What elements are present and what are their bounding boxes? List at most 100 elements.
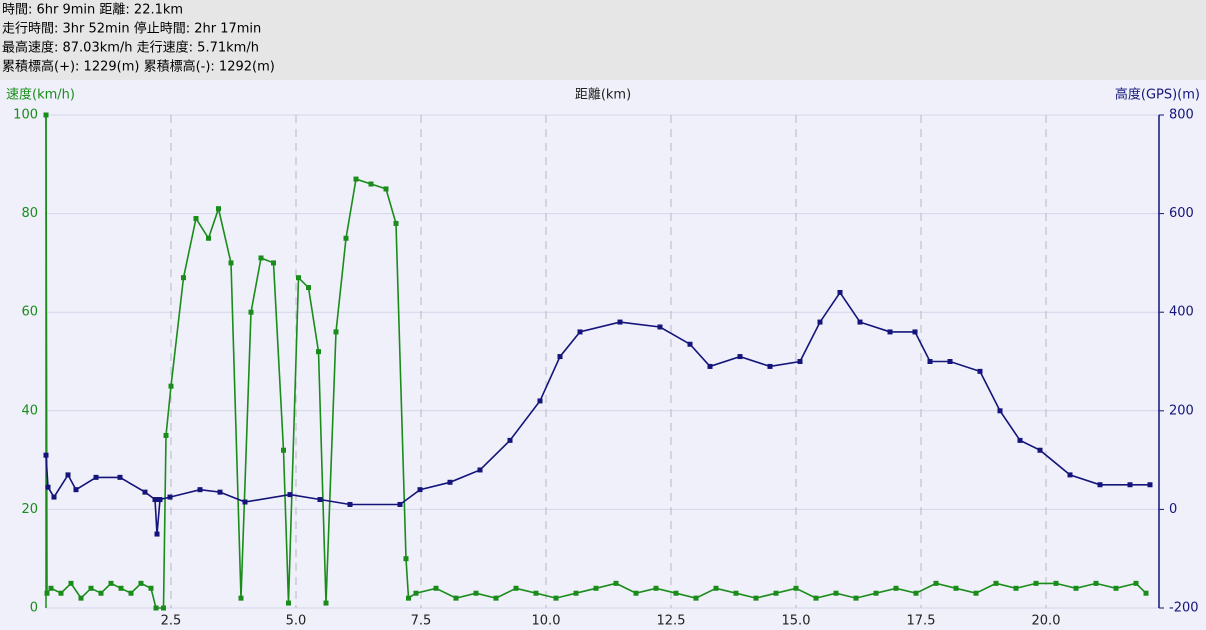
y-tick-label: 80 — [21, 206, 38, 221]
plot-background — [0, 80, 1206, 630]
point-marker — [833, 590, 839, 596]
point-marker — [153, 605, 159, 611]
point-marker — [837, 289, 843, 295]
point-marker — [78, 595, 84, 601]
point-marker — [403, 556, 409, 562]
point-marker — [138, 580, 144, 586]
x-tick-label: 12.5 — [657, 614, 686, 629]
point-marker — [493, 595, 499, 601]
point-marker — [48, 585, 54, 591]
y2-tick-label: 800 — [1169, 108, 1194, 123]
point-marker — [473, 590, 479, 596]
point-marker — [271, 260, 276, 266]
point-marker — [1133, 580, 1139, 586]
point-marker — [296, 275, 301, 281]
point-marker — [333, 329, 339, 335]
point-marker — [68, 580, 74, 586]
point-marker — [793, 585, 799, 591]
point-marker — [453, 595, 459, 601]
point-marker — [733, 590, 739, 596]
point-marker — [1127, 482, 1133, 488]
y-tick-label: 40 — [21, 403, 38, 418]
x-tick-label: 17.5 — [907, 614, 936, 629]
point-marker — [286, 600, 291, 606]
point-marker — [163, 432, 169, 438]
y-tick-label: 0 — [30, 601, 38, 616]
point-marker — [248, 309, 254, 315]
point-marker — [168, 383, 174, 389]
point-marker — [533, 590, 539, 596]
point-marker — [1037, 447, 1043, 453]
point-marker — [893, 585, 899, 591]
y2-tick-label: 600 — [1169, 206, 1194, 221]
point-marker — [393, 220, 399, 226]
header-line: 最高速度: 87.03km/h 走行速度: 5.71km/h — [2, 40, 259, 56]
y2-tick-label: 200 — [1169, 403, 1194, 418]
point-marker — [653, 585, 659, 591]
point-marker — [316, 349, 321, 355]
point-marker — [217, 489, 223, 495]
point-marker — [118, 585, 124, 591]
point-marker — [98, 590, 104, 596]
point-marker — [737, 354, 743, 360]
point-marker — [93, 474, 99, 480]
x-axis-label: 距離(km) — [575, 88, 631, 103]
point-marker — [657, 324, 663, 330]
point-marker — [51, 494, 57, 500]
point-marker — [347, 501, 353, 507]
point-marker — [45, 484, 51, 490]
point-marker — [152, 497, 158, 503]
point-marker — [1113, 585, 1119, 591]
point-marker — [553, 595, 559, 601]
point-marker — [813, 595, 819, 601]
point-marker — [167, 494, 173, 500]
point-marker — [406, 595, 411, 601]
point-marker — [287, 492, 293, 498]
point-marker — [413, 590, 419, 596]
point-marker — [973, 590, 979, 596]
point-marker — [953, 585, 959, 591]
point-marker — [417, 487, 423, 493]
point-marker — [1073, 585, 1079, 591]
x-tick-label: 15.0 — [782, 614, 811, 629]
point-marker — [673, 590, 679, 596]
point-marker — [513, 585, 519, 591]
point-marker — [913, 590, 919, 596]
point-marker — [853, 595, 859, 601]
point-marker — [1067, 472, 1073, 478]
point-marker — [947, 359, 953, 364]
point-marker — [306, 285, 311, 291]
point-marker — [157, 497, 163, 503]
point-marker — [557, 354, 563, 360]
y-tick-label: 100 — [13, 108, 38, 123]
point-marker — [73, 487, 79, 493]
point-marker — [353, 176, 359, 182]
point-marker — [1013, 585, 1019, 591]
point-marker — [912, 329, 918, 335]
point-marker — [1147, 482, 1153, 488]
point-marker — [857, 319, 863, 325]
point-marker — [193, 216, 199, 222]
point-marker — [447, 479, 453, 485]
point-marker — [1017, 437, 1023, 443]
point-marker — [1033, 580, 1039, 586]
point-marker — [181, 275, 186, 281]
y2-tick-label: 0 — [1169, 502, 1177, 517]
point-marker — [993, 580, 999, 586]
point-marker — [128, 590, 134, 596]
point-marker — [161, 605, 166, 611]
x-tick-label: 7.5 — [411, 614, 432, 629]
point-marker — [154, 531, 160, 537]
point-marker — [197, 487, 203, 493]
point-marker — [397, 501, 403, 507]
point-marker — [433, 585, 439, 591]
x-tick-label: 10.0 — [532, 614, 561, 629]
y2-tick-label: 400 — [1169, 305, 1194, 320]
point-marker — [323, 600, 329, 606]
point-marker — [216, 206, 221, 212]
point-marker — [368, 181, 374, 187]
point-marker — [383, 186, 389, 192]
point-marker — [507, 437, 513, 443]
point-marker — [148, 585, 154, 591]
